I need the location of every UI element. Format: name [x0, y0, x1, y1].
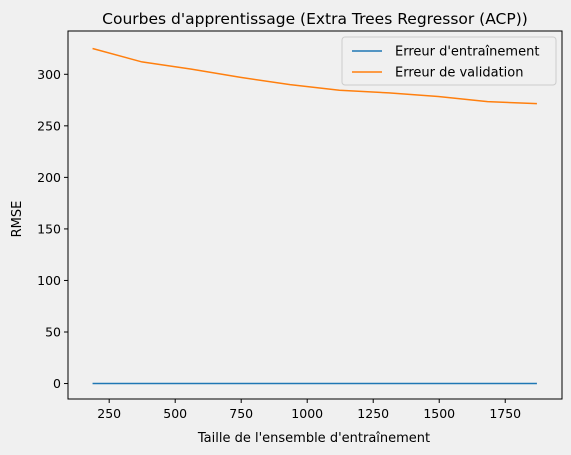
chart-title: Courbes d'apprentissage (Extra Trees Reg…: [102, 10, 528, 28]
plot-area: [67, 30, 563, 400]
y-tick-label: 300: [37, 67, 61, 82]
x-tick-label: 500: [163, 406, 187, 421]
x-tick-label: 1500: [423, 406, 455, 421]
y-tick-label: 100: [37, 273, 61, 288]
legend: Erreur d'entraînement Erreur de validati…: [341, 36, 557, 86]
x-tick-label: 250: [97, 406, 121, 421]
series-layer: [92, 47, 537, 385]
series-line-validation: [92, 47, 537, 105]
x-axis-label: Taille de l'ensemble d'entraînement: [197, 431, 430, 446]
y-tick-label: 50: [45, 324, 61, 339]
legend-box: [341, 36, 557, 86]
y-tick-label: 250: [37, 118, 61, 133]
x-tick-label: 1000: [291, 406, 323, 421]
x-tick-label: 1750: [489, 406, 521, 421]
y-axis-ticks: 0 50 100 150 200 250 300: [37, 67, 68, 391]
legend-label-validation: Erreur de validation: [395, 66, 524, 81]
x-axis-ticks: 250 500 750 1000 1250 1500 1750: [97, 399, 521, 421]
x-tick-label: 750: [229, 406, 253, 421]
y-tick-label: 0: [53, 376, 61, 391]
y-axis-label: RMSE: [10, 201, 25, 238]
y-tick-label: 150: [37, 221, 61, 236]
x-tick-label: 1250: [357, 406, 389, 421]
legend-label-training: Erreur d'entraînement: [395, 45, 539, 60]
y-tick-label: 200: [37, 170, 61, 185]
